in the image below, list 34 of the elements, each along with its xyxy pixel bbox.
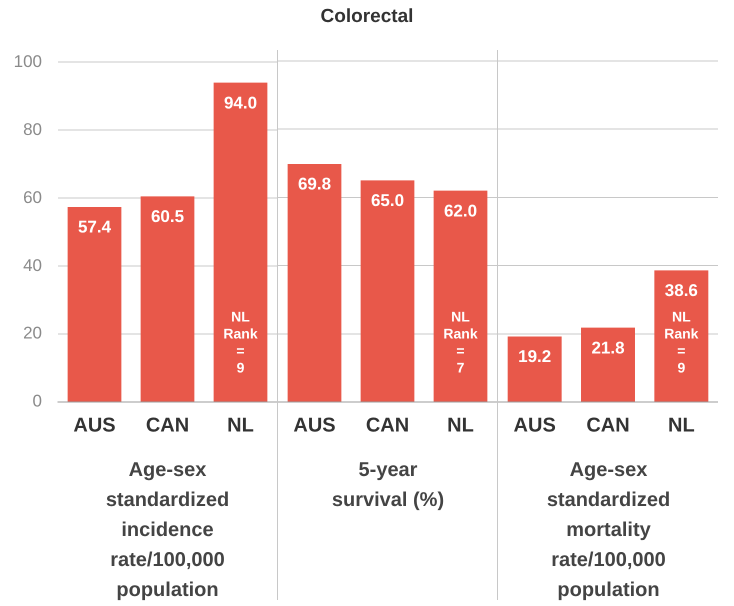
bar [68,206,122,402]
annotation: NL Rank = 7 [443,308,478,376]
x-tick-label: CAN [366,414,410,437]
y-tick-label: 80 [23,120,42,139]
x-tick-label: NL [447,414,474,437]
data-label: 69.8 [298,174,332,194]
x-axis-title: Age-sex standardized mortality rate/100,000 population [546,458,672,603]
annotation: NL Rank = 9 [664,308,699,376]
data-label: 94.0 [224,93,258,112]
x-axis-title: 5-year survival (%) [330,458,446,513]
data-label: 62.0 [444,201,478,220]
x-tick-label: CAN [146,414,190,437]
bar [214,82,268,402]
data-label: 38.6 [664,281,698,300]
y-tick-label: 0 [32,392,42,411]
chart-title: Colorectal [320,6,414,28]
x-tick-label: AUS [514,414,556,437]
data-label: 65.0 [370,191,404,210]
data-label: 60.5 [150,207,184,226]
x-axis-title: Age-sex standardized incidence rate/100,000 population [104,458,230,603]
x-tick-label: AUS [73,414,116,437]
y-tick-label: 40 [23,256,42,275]
y-tick-label: 60 [23,188,42,207]
bar [140,196,194,402]
x-tick-label: NL [668,414,695,437]
x-tick-label: CAN [586,414,630,437]
annotation: NL Rank = 9 [223,308,258,376]
x-tick-label: NL [227,414,254,437]
data-label: 57.4 [78,218,112,237]
data-label: 21.8 [591,338,625,358]
data-label: 19.2 [518,347,552,366]
y-tick-label: 20 [23,324,42,343]
x-tick-label: AUS [293,414,336,437]
y-tick-label: 100 [14,52,42,71]
